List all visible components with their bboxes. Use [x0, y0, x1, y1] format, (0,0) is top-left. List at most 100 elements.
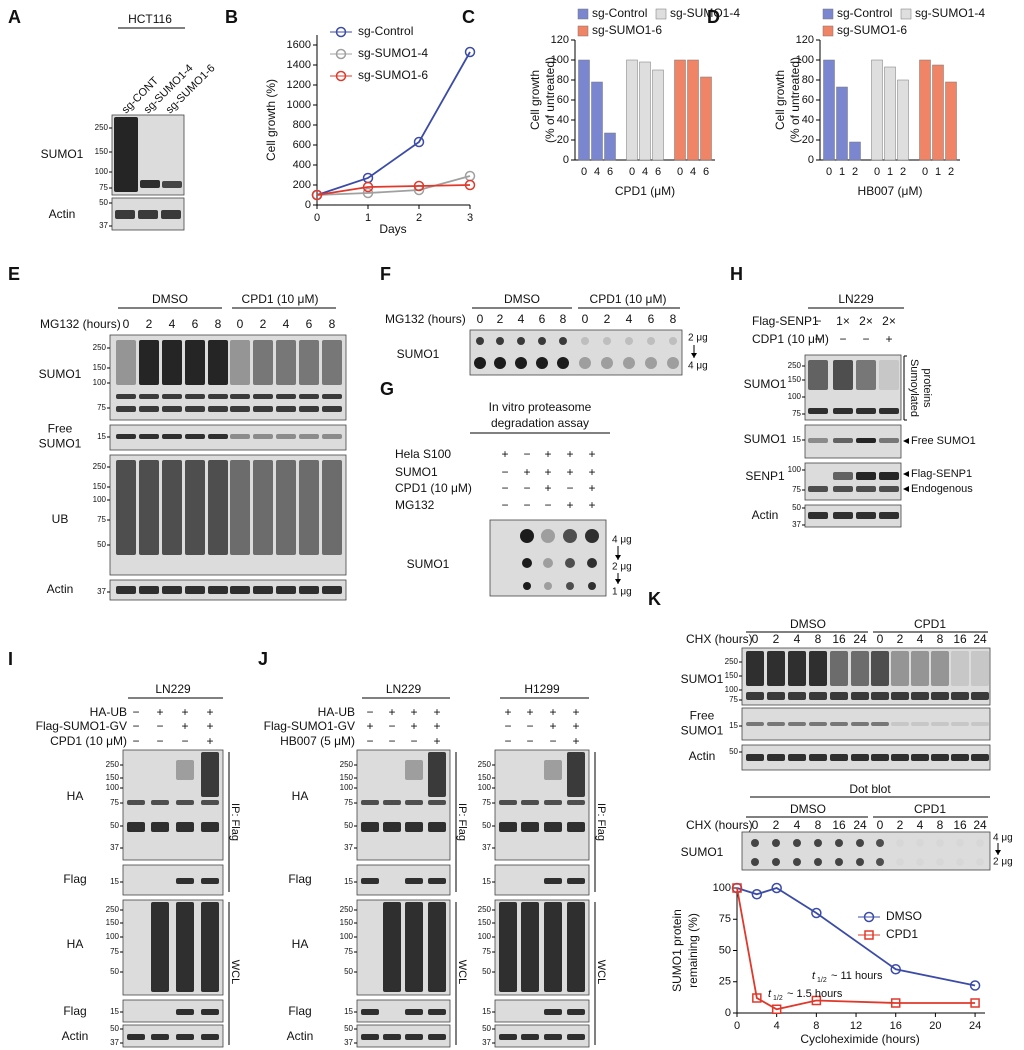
band: [544, 800, 562, 805]
y-tick-label: 40: [802, 114, 814, 126]
band: [808, 486, 828, 492]
label: LN229: [838, 292, 874, 306]
mw-marker: 250: [725, 657, 739, 666]
label: Hela S100: [395, 447, 451, 461]
mw-marker: 100: [478, 783, 492, 792]
label: CDP1 (10 μM): [752, 332, 829, 346]
legend-marker: [864, 930, 874, 940]
mw-marker: 50: [110, 821, 119, 830]
panel-letter: B: [225, 7, 238, 27]
label: 8: [329, 317, 336, 331]
band: [276, 406, 296, 412]
series-line: [736, 887, 976, 987]
band: [808, 408, 828, 414]
label: −: [504, 719, 511, 733]
label: +: [588, 447, 595, 461]
band: [809, 651, 827, 686]
mw-marker: 150: [93, 482, 107, 491]
mw-marker: 100: [478, 932, 492, 941]
annotation: ~ 1.5 hours: [787, 988, 843, 1000]
x-tick-label: 0: [874, 166, 880, 178]
band: [746, 651, 764, 686]
band: [808, 512, 828, 519]
band: [405, 1034, 423, 1040]
label: −: [132, 705, 139, 719]
band: [911, 754, 929, 761]
label: 8: [560, 312, 567, 326]
x-tick-label: 16: [890, 1020, 902, 1032]
band: [139, 586, 159, 594]
mw-marker: 150: [340, 773, 354, 782]
label: 2 μg: [612, 562, 632, 573]
mw-marker: 100: [93, 495, 107, 504]
band: [299, 586, 319, 594]
label: +: [572, 705, 579, 719]
band: [830, 651, 848, 686]
x-tick-label: 8: [813, 1020, 819, 1032]
dot: [876, 839, 884, 847]
label: 1×: [836, 314, 850, 328]
mw-marker: 75: [482, 947, 491, 956]
legend-label: sg-Control: [837, 6, 892, 20]
label: 4: [917, 818, 924, 832]
series-line: [736, 887, 976, 1011]
label: MG132: [395, 498, 435, 512]
marker: [771, 1004, 782, 1014]
blot-label: HA: [67, 937, 84, 951]
band: [891, 722, 909, 726]
mw-marker: 250: [340, 905, 354, 914]
label: −: [549, 734, 556, 748]
legend-swatch: [822, 25, 834, 37]
mw-marker: 50: [99, 198, 108, 207]
band: [405, 1009, 423, 1015]
blot: [356, 999, 451, 1023]
label: 6: [539, 312, 546, 326]
dot: [916, 858, 924, 866]
label: +: [566, 447, 573, 461]
label: LN229: [386, 682, 422, 696]
dot: [541, 529, 555, 543]
band: [185, 460, 205, 555]
mw-marker: 50: [110, 967, 119, 976]
band: [230, 394, 250, 399]
annotation: 1/2: [817, 977, 827, 984]
band: [276, 340, 296, 385]
band: [140, 180, 160, 188]
label: −: [366, 705, 373, 719]
mw-marker: 100: [788, 465, 802, 474]
band: [567, 878, 585, 884]
marker: [362, 187, 374, 199]
x-tick-label: 3: [467, 212, 473, 224]
label: +: [206, 719, 213, 733]
dot: [625, 337, 633, 345]
band: [879, 438, 899, 443]
legend-label: sg-SUMO1-4: [358, 46, 428, 60]
blot-label: Actin: [62, 1029, 89, 1043]
bar: [919, 59, 931, 161]
mw-marker: 250: [106, 905, 120, 914]
legend-label: sg-SUMO1-6: [592, 23, 662, 37]
band: [788, 651, 806, 686]
x-tick-label: 24: [969, 1020, 981, 1032]
dot: [916, 839, 924, 847]
label: −: [523, 481, 530, 495]
band: [871, 692, 889, 700]
mw-marker: 75: [110, 798, 119, 807]
blot-note: Flag-SENP1: [911, 468, 972, 480]
band: [127, 800, 145, 805]
label: 24: [853, 818, 867, 832]
x-tick-label: 1: [935, 166, 941, 178]
label: +: [544, 481, 551, 495]
y-tick-label: 100: [551, 54, 569, 66]
dot: [956, 839, 964, 847]
blot-note: Free SUMO1: [911, 435, 976, 447]
section-label: WCL: [456, 960, 468, 984]
band: [544, 760, 562, 780]
arrowhead: [615, 555, 621, 560]
band: [253, 586, 273, 594]
blot-label: SUMO1: [407, 557, 450, 571]
band: [851, 722, 869, 726]
x-tick-label: 12: [850, 1020, 862, 1032]
label: +: [588, 498, 595, 512]
dot: [669, 337, 677, 345]
